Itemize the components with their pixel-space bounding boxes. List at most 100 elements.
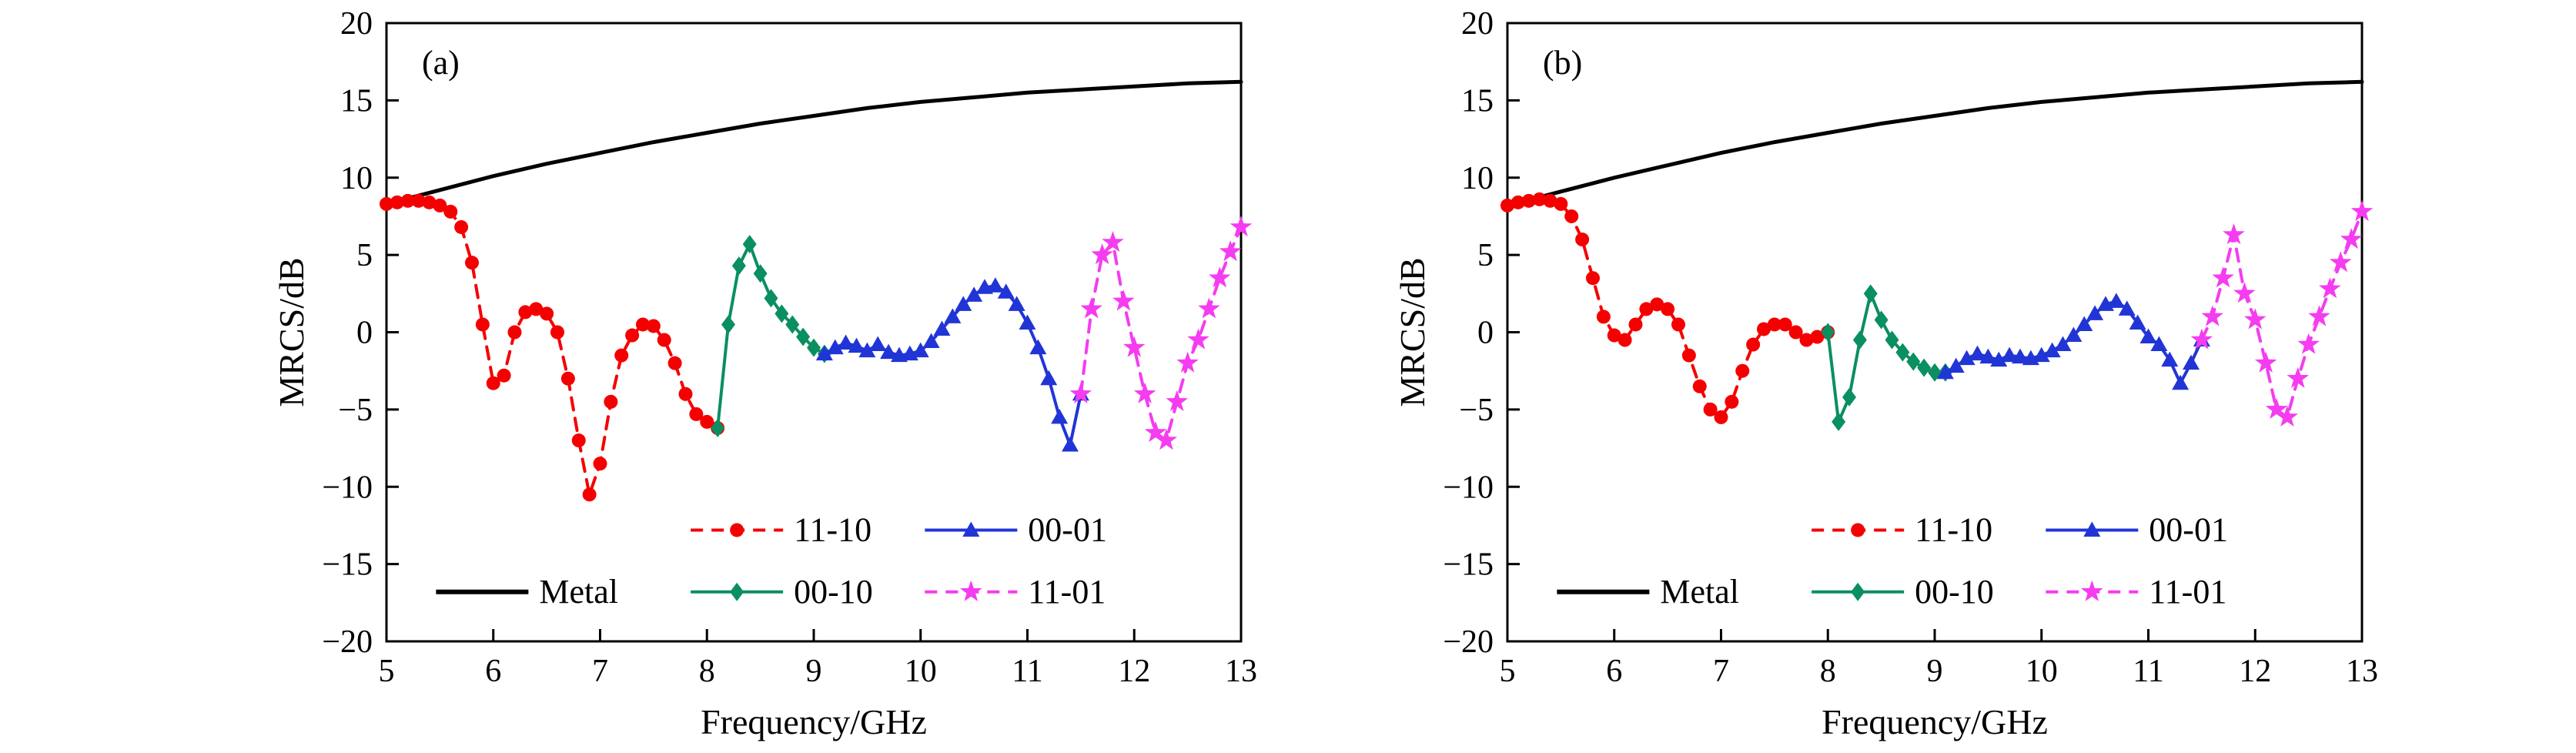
marker-circle-icon <box>507 325 522 340</box>
legend-label: 11-10 <box>794 510 871 548</box>
marker-circle-icon <box>1628 317 1643 332</box>
x-tick-label: 10 <box>2026 654 2058 689</box>
marker-circle-icon <box>646 319 661 333</box>
marker-circle-icon <box>1703 402 1718 417</box>
marker-diamond-icon <box>731 256 746 276</box>
legend-entry-00-01: 00-01 <box>925 510 1107 548</box>
marker-star-icon <box>1219 240 1242 262</box>
x-axis-label: Frequency/GHz <box>701 702 927 741</box>
marker-star-icon <box>1133 382 1156 403</box>
marker-star-icon <box>1229 216 1253 237</box>
y-tick-label: 0 <box>1477 316 1494 351</box>
x-tick-label: 11 <box>1012 654 1042 689</box>
y-tick-label: 20 <box>340 6 373 42</box>
legend-label: 00-10 <box>794 573 873 611</box>
x-tick-label: 5 <box>379 654 395 689</box>
legend-label: 00-01 <box>2149 510 2228 548</box>
marker-star-icon <box>1166 390 1188 411</box>
marker-triangle-icon <box>880 343 898 360</box>
series-11-10 <box>380 193 725 502</box>
marker-circle-icon <box>657 333 671 347</box>
marker-circle-icon <box>1510 195 1525 209</box>
marker-triangle-icon <box>2118 300 2136 316</box>
legend-entry-Metal: Metal <box>1557 573 1739 611</box>
marker-circle-icon <box>1851 523 1865 537</box>
marker-star-icon <box>2190 328 2213 350</box>
marker-circle-icon <box>1661 302 1675 316</box>
marker-triangle-icon <box>2065 326 2083 343</box>
marker-triangle-icon <box>965 286 983 302</box>
marker-circle-icon <box>1639 302 1654 316</box>
y-tick-label: −20 <box>1443 624 1494 660</box>
y-tick-label: 10 <box>1461 161 1494 196</box>
y-tick-label: −5 <box>1459 393 1494 428</box>
marker-triangle-icon <box>2150 336 2168 352</box>
legend-label: 11-01 <box>2149 573 2226 611</box>
marker-triangle-icon <box>1051 408 1069 424</box>
y-tick-label: 5 <box>1477 238 1494 273</box>
marker-circle-icon <box>1799 333 1814 347</box>
legend-entry-11-10: 11-10 <box>691 510 871 548</box>
x-tick-label: 8 <box>1820 654 1836 689</box>
marker-circle-icon <box>400 193 415 208</box>
y-tick-label: 10 <box>340 161 373 196</box>
legend-label: Metal <box>1660 573 1739 611</box>
marker-triangle-icon <box>1969 345 1986 361</box>
panel-b: 5 6 7 8 9 10 11 12 13 −20 −15 −10 −5 0 5 10 15 20 Frequenc… <box>1393 6 2378 741</box>
marker-circle-icon <box>1692 379 1707 393</box>
marker-triangle-icon <box>2032 346 2050 363</box>
marker-diamond-icon <box>730 582 744 601</box>
marker-diamond-icon <box>721 315 735 334</box>
legend-entry-11-10: 11-10 <box>1812 510 1992 548</box>
series-00-10 <box>1821 284 1952 431</box>
marker-circle-icon <box>497 368 511 383</box>
panel-label: (b) <box>1543 44 1582 82</box>
marker-circle-icon <box>689 407 704 421</box>
marker-circle-icon <box>540 306 554 321</box>
marker-circle-icon <box>1607 328 1621 343</box>
panel-label: (a) <box>422 44 460 82</box>
marker-star-icon <box>1069 382 1092 403</box>
marker-triangle-icon <box>2172 374 2190 390</box>
series-line <box>384 79 1243 206</box>
marker-star-icon <box>1176 351 1199 373</box>
series-11-01 <box>1069 216 1253 450</box>
marker-star-icon <box>960 580 982 601</box>
marker-circle-icon <box>636 317 650 332</box>
legend-entry-00-10: 00-10 <box>1812 573 1994 611</box>
panel-a: 5 6 7 8 9 10 11 12 13 −20 −15 −10 −5 0 5 10 15 20 Frequenc… <box>272 6 1257 741</box>
marker-circle-icon <box>1532 192 1547 206</box>
legend-entry-11-01: 11-01 <box>2046 573 2226 611</box>
marker-circle-icon <box>1767 317 1781 332</box>
marker-diamond-icon <box>742 235 757 254</box>
marker-triangle-icon <box>1029 339 1047 355</box>
marker-circle-icon <box>1564 209 1579 223</box>
series-11-01 <box>2190 199 2374 427</box>
series-line <box>1505 79 2364 208</box>
marker-triangle-icon <box>962 521 980 537</box>
legend-label: 00-10 <box>1915 573 1994 611</box>
x-tick-label: 9 <box>1927 654 1943 689</box>
marker-diamond-icon <box>1906 352 1921 371</box>
marker-circle-icon <box>465 256 479 270</box>
marker-triangle-icon <box>955 296 972 311</box>
marker-triangle-icon <box>2139 328 2157 344</box>
marker-circle-icon <box>1735 363 1750 378</box>
marker-star-icon <box>1080 297 1102 319</box>
marker-circle-icon <box>518 305 533 320</box>
marker-triangle-icon <box>2001 346 2019 363</box>
marker-triangle-icon <box>1990 351 2008 367</box>
marker-triangle-icon <box>869 336 887 352</box>
marker-diamond-icon <box>807 338 821 357</box>
marker-diamond-icon <box>764 289 778 308</box>
marker-circle-icon <box>486 376 500 390</box>
legend-entry-00-10: 00-10 <box>691 573 873 611</box>
marker-star-icon <box>1144 421 1167 443</box>
marker-diamond-icon <box>1874 310 1889 330</box>
x-tick-label: 9 <box>806 654 822 689</box>
marker-diamond-icon <box>1832 412 1846 431</box>
marker-triangle-icon <box>1979 348 1997 364</box>
series-line <box>385 199 720 497</box>
series-line <box>2200 209 2364 419</box>
